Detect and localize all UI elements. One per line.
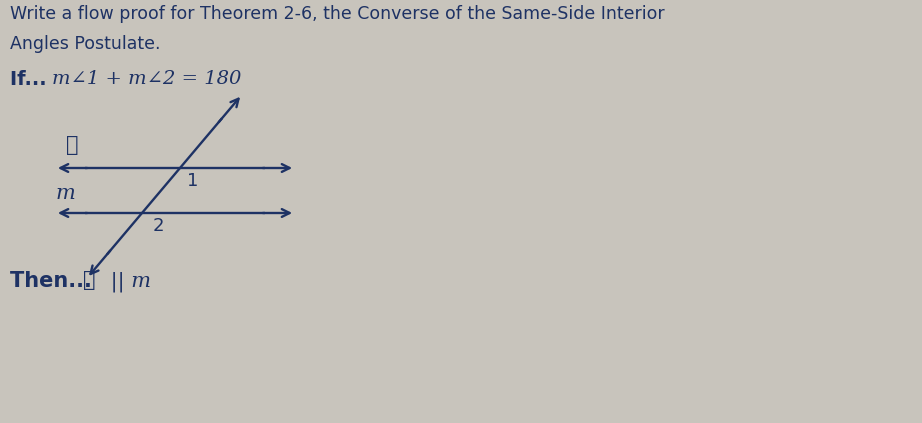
Text: m∠1 + m∠2 = 180: m∠1 + m∠2 = 180 <box>52 70 242 88</box>
Text: Then...: Then... <box>10 271 100 291</box>
Text: 1: 1 <box>187 172 198 190</box>
Text: || m: || m <box>104 271 151 291</box>
Text: m: m <box>55 184 75 203</box>
Text: 2: 2 <box>153 217 164 235</box>
Text: ℓ: ℓ <box>83 271 96 290</box>
Text: If...: If... <box>10 70 60 89</box>
Text: ℓ: ℓ <box>65 136 78 155</box>
Text: Angles Postulate.: Angles Postulate. <box>10 35 160 53</box>
Text: Write a flow proof for Theorem 2-6, the Converse of the Same-Side Interior: Write a flow proof for Theorem 2-6, the … <box>10 5 665 23</box>
